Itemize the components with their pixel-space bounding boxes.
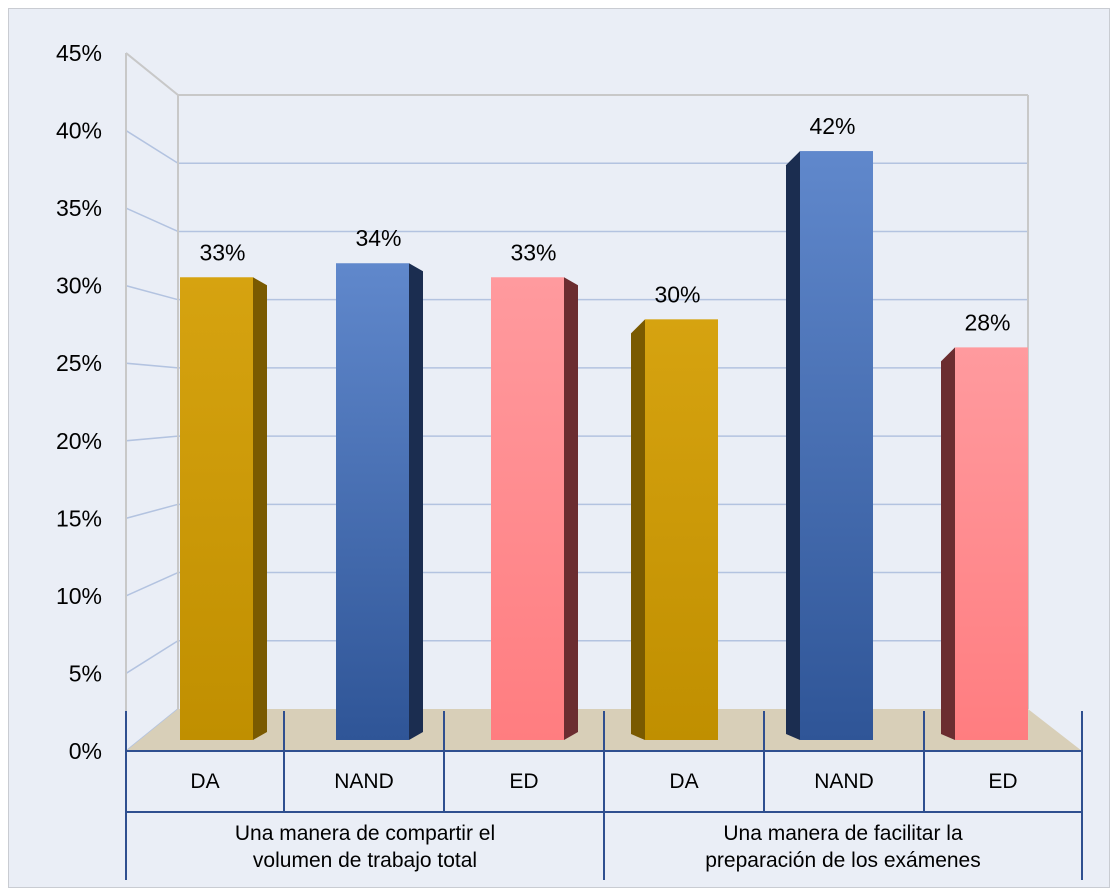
bar-side: [631, 319, 645, 740]
y-tick-label: 10%: [56, 583, 102, 609]
x-group-label: preparación de los exámenes: [705, 849, 981, 872]
data-label: 34%: [355, 225, 401, 251]
bar-side: [409, 263, 423, 740]
bar-side: [941, 347, 955, 740]
bar: [800, 151, 873, 741]
x-axis: DA NAND ED Una manera de compartir el volume…: [125, 711, 1083, 880]
y-tick-label: 30%: [56, 273, 102, 299]
x-category-label: DA: [669, 770, 698, 793]
y-tick-label: 15%: [56, 505, 102, 531]
x-group-label: Una manera de compartir el: [235, 822, 495, 845]
bar: [180, 277, 253, 740]
bar-side: [564, 277, 578, 740]
side-gridline: [125, 503, 179, 520]
side-gridline: [125, 129, 179, 164]
y-tick-label: 35%: [56, 195, 102, 221]
bar-side: [786, 151, 800, 741]
side-gridline: [125, 640, 179, 675]
data-label: 42%: [809, 113, 855, 139]
bar-side: [253, 277, 267, 740]
bar: [336, 263, 409, 740]
gridlines: [125, 52, 1029, 752]
y-tick-label: 45%: [56, 40, 102, 66]
data-label: 33%: [199, 239, 245, 265]
y-tick-label: 5%: [69, 660, 102, 686]
x-category-label: ED: [509, 770, 538, 793]
side-wall-top-edge: [125, 52, 179, 96]
y-tick-label: 20%: [56, 428, 102, 454]
y-tick-label: 25%: [56, 350, 102, 376]
y-tick-label: 40%: [56, 118, 102, 144]
bar: [491, 277, 564, 740]
bar: [955, 347, 1028, 740]
bars: [180, 151, 1028, 741]
bar: [645, 319, 718, 740]
side-gridline: [125, 207, 179, 233]
data-labels: 33% 34% 33% 30% 42% 28%: [199, 113, 1010, 335]
x-category-label: NAND: [334, 770, 394, 793]
data-label: 28%: [964, 309, 1010, 335]
y-axis-ticks: 0% 5% 10% 15% 20% 25% 30% 35% 40% 45%: [56, 40, 102, 764]
y-tick-label: 0%: [69, 738, 102, 764]
x-category-label: NAND: [814, 770, 874, 793]
x-group-label: volumen de trabajo total: [253, 849, 477, 872]
x-group-label: Una manera de facilitar la: [723, 822, 963, 845]
x-category-label: ED: [988, 770, 1017, 793]
side-gridline: [125, 284, 179, 301]
side-gridline: [125, 435, 179, 442]
side-gridline: [125, 571, 179, 597]
data-label: 30%: [654, 281, 700, 307]
data-label: 33%: [510, 239, 556, 265]
side-gridline: [125, 362, 179, 369]
x-category-label: DA: [190, 770, 219, 793]
